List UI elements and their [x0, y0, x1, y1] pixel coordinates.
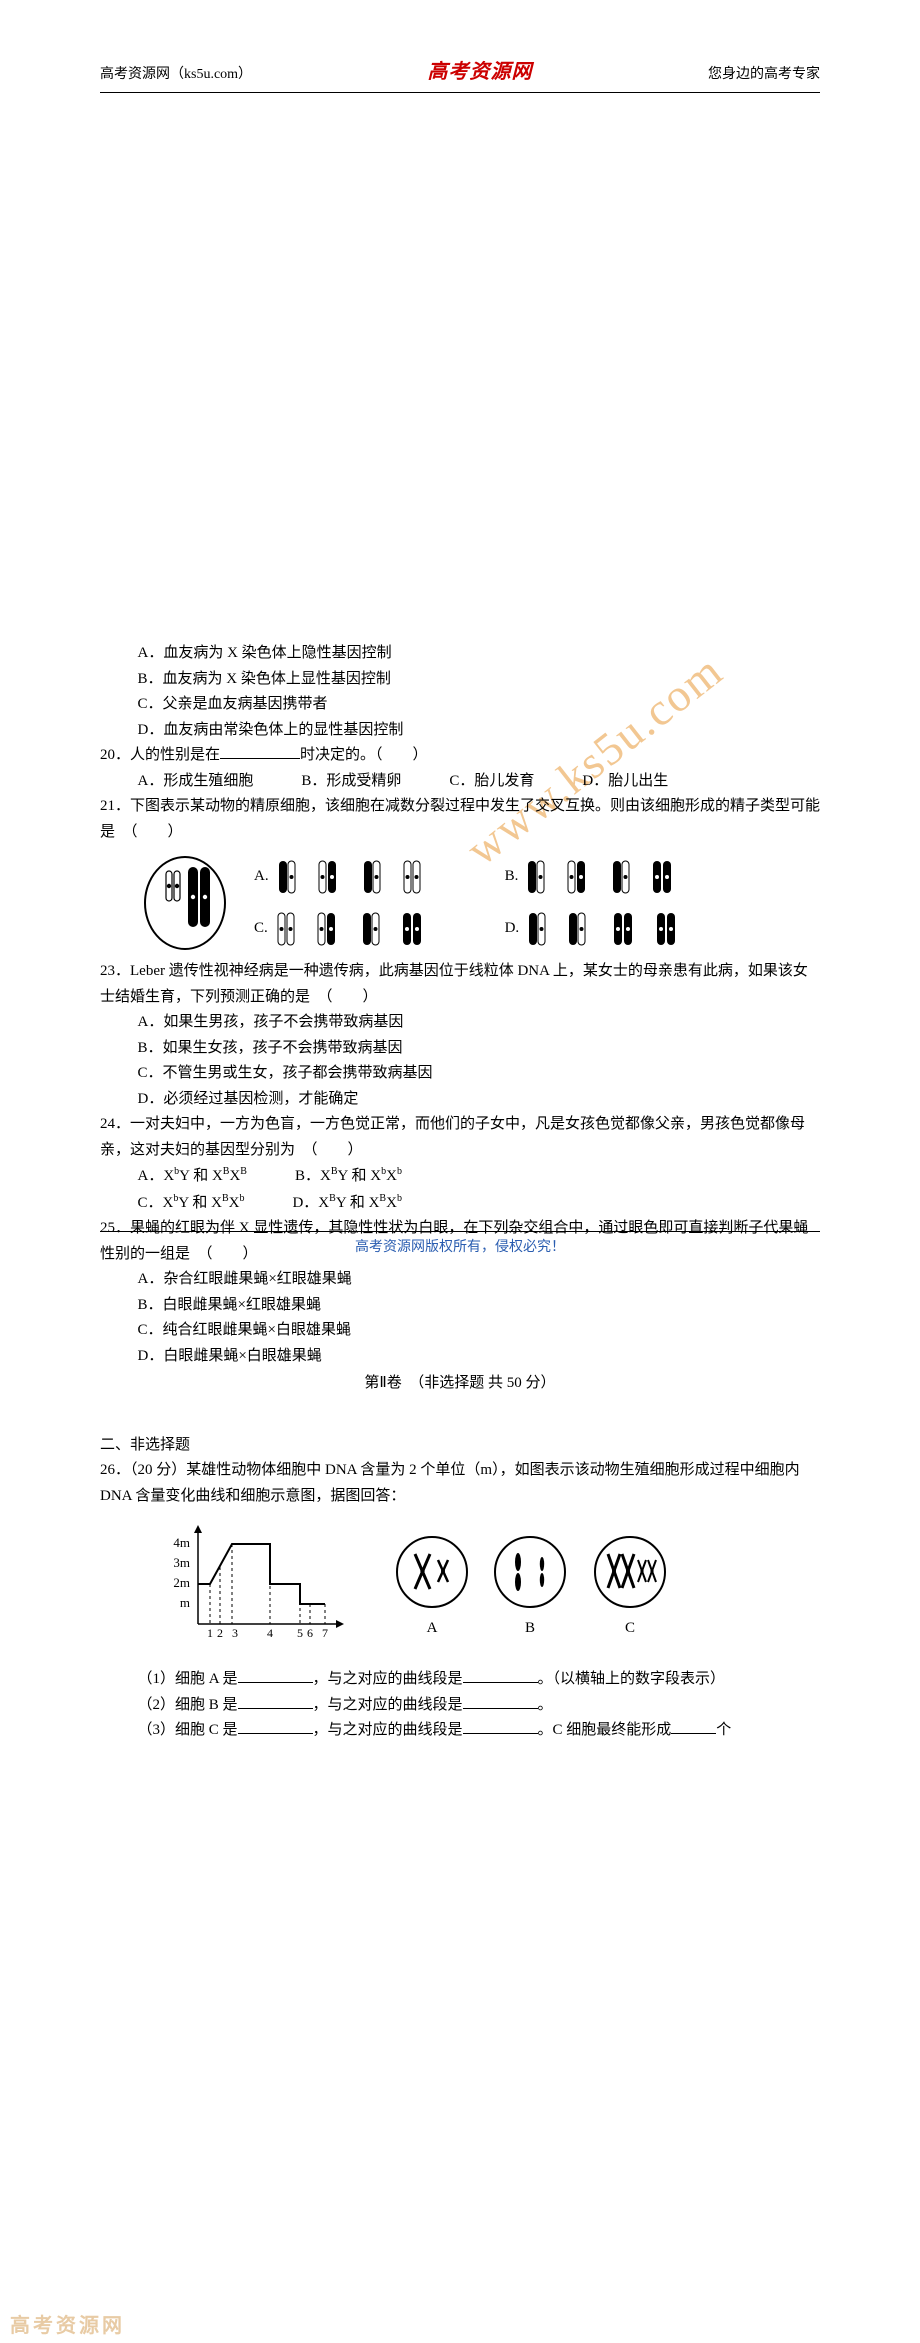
x3: 3 [232, 1626, 238, 1640]
q21-label-b: B. [505, 864, 519, 890]
y-3m: 3m [173, 1555, 190, 1570]
q26-sub1: （1）细胞 A 是，与之对应的曲线段是。（以横轴上的数字段表示） [100, 1667, 820, 1693]
q21-label-a: A. [254, 864, 269, 890]
x2: 2 [217, 1626, 223, 1640]
q26-figure: 4m 3m 2m m 1 2 3 4 5 6 7 A [160, 1519, 820, 1649]
q24-option-c: C．XbY 和 XBXb [138, 1190, 245, 1217]
q20-stem: 20．人的性别是在 时决定的。（ ） [100, 743, 820, 769]
q21-origin-cell-icon [140, 853, 230, 953]
q26-sub2: （2）细胞 B 是，与之对应的曲线段是。 [100, 1693, 820, 1719]
q23-option-b: B．如果生女孩，孩子不会携带致病基因 [100, 1036, 820, 1062]
q23-stem: 23．Leber 遗传性视神经病是一种遗传病，此病基因位于线粒体 DNA 上，某… [100, 959, 820, 1010]
q21-stem: 21．下图表示某动物的精原细胞，该细胞在减数分裂过程中发生了交叉互换。则由该细胞… [100, 794, 820, 845]
q21-option-a: A. [254, 857, 447, 897]
q21-label-d: D. [505, 916, 520, 942]
q23-option-d: D．必须经过基因检测，才能确定 [100, 1087, 820, 1113]
q21-chrom-a-icon [277, 857, 447, 897]
q24-option-a: A．XbY 和 XBXB [138, 1163, 247, 1190]
cellA-label: A [427, 1620, 438, 1636]
q26-chart-icon: 4m 3m 2m m 1 2 3 4 5 6 7 [160, 1519, 350, 1649]
q19-option-b: B．血友病为 X 染色体上显性基因控制 [100, 667, 820, 693]
q21-option-c: C. [254, 909, 447, 949]
q21-chrom-b-icon [526, 857, 696, 897]
q19-option-d: D．血友病由常染色体上的显性基因控制 [100, 718, 820, 744]
q21-label-c: C. [254, 916, 268, 942]
q25-option-d: D．白眼雌果蝇×白眼雄果蝇 [100, 1344, 820, 1370]
q20-option-c: C．胎儿发育 [449, 769, 534, 795]
header-center-brand: 高考资源网 [428, 55, 533, 89]
section2-title: 第Ⅱ卷 （非选择题 共 50 分） [100, 1371, 820, 1397]
q21-option-b: B. [505, 857, 698, 897]
x6: 6 [307, 1626, 313, 1640]
q24-option-d: D．XBY 和 XBXb [292, 1190, 401, 1217]
q25-option-b: B．白眼雌果蝇×红眼雄果蝇 [100, 1293, 820, 1319]
q21-chrom-c-icon [276, 909, 446, 949]
x7: 7 [322, 1626, 328, 1640]
cellC-label: C [625, 1620, 635, 1636]
q21-chrom-d-icon [527, 909, 697, 949]
y-m: m [180, 1595, 190, 1610]
y-4m: 4m [173, 1535, 190, 1550]
q21-option-d: D. [505, 909, 698, 949]
q20-option-d: D．胎儿出生 [582, 769, 668, 795]
q25-option-a: A．杂合红眼雌果蝇×红眼雄果蝇 [100, 1267, 820, 1293]
header-right-text: 您身边的高考专家 [708, 63, 820, 87]
q20-option-b: B．形成受精卵 [301, 769, 401, 795]
q20-blank [220, 744, 300, 759]
q26-sub3: （3）细胞 C 是，与之对应的曲线段是。C 细胞最终能形成个 [100, 1718, 820, 1744]
q24-option-b: B．XBY 和 XbXb [295, 1163, 402, 1190]
q20-stem-a: 20．人的性别是在 [100, 747, 220, 763]
watermark-corner: 高考资源网 [10, 2309, 730, 2343]
header-left-text: 高考资源网（ks5u.com） [100, 63, 252, 87]
q26-stem: 26．（20 分）某雄性动物体细胞中 DNA 含量为 2 个单位（m），如图表示… [100, 1458, 820, 1509]
q26-cells-icon: A B C [390, 1524, 680, 1644]
x5: 5 [297, 1626, 303, 1640]
q25-option-c: C．纯合红眼雌果蝇×白眼雄果蝇 [100, 1318, 820, 1344]
q19-option-a: A．血友病为 X 染色体上隐性基因控制 [100, 641, 820, 667]
q19-option-c: C．父亲是血友病基因携带者 [100, 692, 820, 718]
q25-stem: 25．果蝇的红眼为伴 X 显性遗传，其隐性性状为白眼，在下列杂交组合中，通过眼色… [100, 1216, 820, 1267]
section2-sub: 二、非选择题 [100, 1433, 820, 1459]
x4: 4 [267, 1626, 273, 1640]
x1: 1 [207, 1626, 213, 1640]
y-2m: 2m [173, 1575, 190, 1590]
cellB-label: B [525, 1620, 535, 1636]
q23-option-c: C．不管生男或生女，孩子都会携带致病基因 [100, 1061, 820, 1087]
q21-figure: A. B. [140, 853, 820, 953]
q23-option-a: A．如果生男孩，孩子不会携带致病基因 [100, 1010, 820, 1036]
q20-option-a: A．形成生殖细胞 [138, 769, 254, 795]
q24-stem: 24．一对夫妇中，一方为色盲，一方色觉正常，而他们的子女中，凡是女孩色觉都像父亲… [100, 1112, 820, 1163]
q20-stem-b: 时决定的。（ ） [300, 747, 428, 763]
